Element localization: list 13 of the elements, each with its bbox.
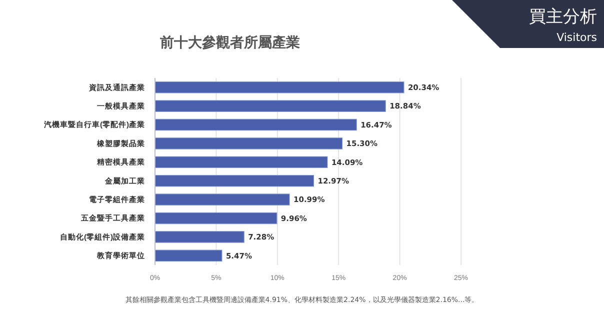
- text: Visitors: [556, 31, 598, 44]
- bar: [154, 81, 404, 94]
- bar: [154, 118, 357, 131]
- bar: [154, 194, 290, 206]
- chart-title: 前十大參觀者所屬產業: [159, 34, 300, 51]
- bar: [154, 174, 314, 187]
- text: 買主分析: [529, 7, 597, 27]
- bar: [154, 231, 244, 243]
- bar: [154, 156, 328, 168]
- bar: [154, 212, 278, 224]
- bar: [154, 138, 343, 150]
- bar: [154, 100, 386, 112]
- bar: [154, 250, 222, 262]
